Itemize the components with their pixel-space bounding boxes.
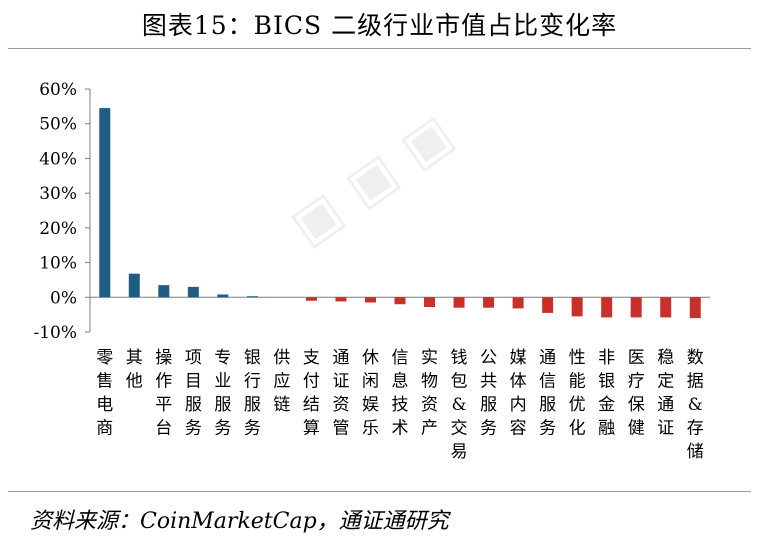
x-tick-label: 休闲娱乐 <box>362 348 379 439</box>
x-tick-label: 媒体内容 <box>510 348 527 439</box>
y-tick-label: 40% <box>39 149 77 169</box>
x-tick-label: 零售电商 <box>96 348 113 439</box>
x-tick-label: 公共服务 <box>480 348 497 439</box>
bar <box>158 285 170 298</box>
y-tick-label: 60% <box>39 80 77 100</box>
x-tick-label: 通证资管 <box>332 348 349 439</box>
bar <box>571 297 583 317</box>
bar <box>364 297 376 303</box>
y-tick-label: 50% <box>39 115 77 135</box>
x-tick-label: 通信服务 <box>539 348 556 439</box>
x-tick-label: 性能优化 <box>569 348 586 439</box>
x-tick-label: 操作平台 <box>155 348 172 439</box>
bar <box>689 297 701 319</box>
bar <box>246 296 258 298</box>
bar <box>542 297 554 313</box>
source-note: 资料来源：CoinMarketCap，通证通研究 <box>30 509 449 534</box>
y-tick-label: 30% <box>39 184 77 204</box>
x-tick-label: 供应链 <box>273 348 290 415</box>
title-rule <box>8 48 751 49</box>
x-tick-label: 信息技术 <box>392 348 409 439</box>
x-tick-label: 实物资产 <box>421 348 438 439</box>
x-tick-label: 专业服务 <box>214 348 231 439</box>
bar <box>305 297 317 301</box>
bar <box>335 297 347 302</box>
bar <box>187 286 199 298</box>
x-tick-label: 项目服务 <box>185 348 202 439</box>
bar <box>601 297 613 318</box>
bar <box>483 297 495 308</box>
chart-title: 图表15：BICS 二级行业市值占比变化率 <box>141 11 618 40</box>
x-tick-label: 支付结算 <box>303 348 320 439</box>
x-tick-label: 数据&存储 <box>687 348 704 462</box>
x-tick-label: 钱包&交易 <box>451 348 468 462</box>
x-tick-label: 银行服务 <box>244 348 261 439</box>
x-tick-label: 其他 <box>126 348 143 392</box>
bar <box>453 297 465 308</box>
y-tick-label: 20% <box>39 219 77 239</box>
y-tick-label: 10% <box>39 254 77 274</box>
bar <box>128 273 140 298</box>
bar <box>424 297 436 308</box>
source-rule <box>8 491 751 492</box>
x-tick-label: 非银金融 <box>598 348 615 439</box>
bar <box>660 297 672 318</box>
y-tick-label: -10% <box>33 323 77 343</box>
bar <box>99 108 111 298</box>
bar <box>630 297 642 318</box>
x-tick-label: 医疗保健 <box>628 348 645 439</box>
bar <box>217 294 229 298</box>
bar <box>394 297 406 305</box>
x-tick-label: 稳定通证 <box>657 348 674 439</box>
y-tick-label: 0% <box>50 288 77 308</box>
bar <box>512 297 524 309</box>
